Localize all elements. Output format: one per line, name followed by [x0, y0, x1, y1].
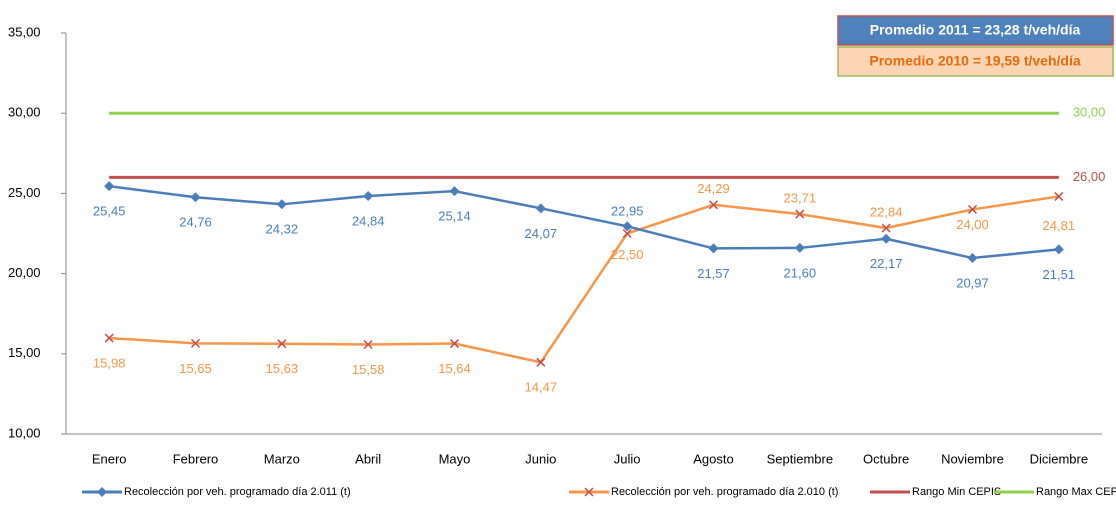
data-label: 15,58 [352, 362, 385, 377]
data-label: 22,95 [611, 204, 644, 219]
data-label: 22,50 [611, 247, 644, 262]
data-label: 22,17 [870, 256, 903, 271]
data-label: 24,29 [697, 181, 730, 196]
data-label: 23,71 [784, 191, 817, 206]
series-line [109, 195, 1060, 364]
marker [1054, 191, 1064, 201]
data-label: 15,64 [438, 361, 471, 376]
data-label: 24,84 [352, 213, 385, 228]
x-tick-label: Diciembre [1030, 451, 1089, 466]
x-tick-label: Junio [525, 451, 556, 466]
marker [622, 228, 632, 239]
data-label: 22,84 [870, 204, 903, 219]
marker [363, 190, 374, 201]
y-tick-label: 25,00 [8, 185, 41, 200]
data-label: 14,47 [525, 380, 558, 395]
legend-label: Rango Min CEPIS [912, 486, 1001, 498]
data-label: 24,81 [1043, 218, 1076, 233]
series-line [109, 184, 1059, 260]
y-tick-label: 15,00 [8, 345, 41, 360]
x-tick-label: Agosto [693, 451, 733, 466]
legend-marker [97, 487, 107, 497]
marker [449, 186, 460, 197]
legend-label: Rango Max CEPIS [1036, 486, 1116, 498]
marker [881, 233, 892, 244]
x-tick-label: Noviembre [941, 451, 1004, 466]
data-label: 30,00 [1073, 105, 1106, 120]
data-label: 21,57 [697, 266, 730, 281]
data-label: 15,98 [93, 356, 126, 371]
data-label: 25,14 [438, 209, 471, 224]
marker [190, 338, 201, 348]
data-label: 21,60 [784, 265, 817, 280]
marker [535, 203, 546, 214]
legend-marker [584, 487, 594, 497]
data-label: 24,76 [179, 215, 212, 230]
marker [277, 339, 287, 349]
x-tick-label: Mayo [439, 451, 471, 466]
data-label: 21,51 [1043, 267, 1076, 282]
marker [622, 221, 633, 232]
data-label: 24,32 [266, 222, 299, 237]
annotation-box [837, 15, 1114, 46]
data-label: 15,63 [266, 361, 299, 376]
data-label: 24,07 [525, 226, 558, 241]
data-label: 26,00 [1073, 169, 1106, 184]
marker [449, 339, 460, 349]
x-tick-label: Julio [614, 451, 641, 466]
data-label: 20,97 [956, 275, 989, 290]
marker [536, 357, 546, 367]
marker [104, 333, 114, 343]
y-tick-label: 10,00 [8, 425, 41, 440]
marker [363, 339, 373, 350]
marker [881, 223, 891, 233]
marker [794, 242, 805, 253]
marker [1053, 244, 1064, 255]
marker [190, 192, 201, 203]
marker [795, 209, 805, 219]
annotation: Promedio 2011 = 23,28 t/veh/día [870, 22, 1081, 38]
x-tick-label: Octubre [863, 451, 909, 466]
y-tick-label: 35,00 [8, 24, 41, 39]
marker [708, 200, 719, 210]
legend-label: Recolección por veh. programado día 2.01… [124, 486, 351, 498]
annotation: Promedio 2010 = 19,59 t/veh/día [869, 53, 1080, 69]
data-label: 15,65 [179, 361, 212, 376]
marker [967, 204, 978, 214]
x-tick-label: Enero [92, 451, 127, 466]
marker [708, 243, 719, 254]
y-tick-label: 30,00 [8, 105, 41, 120]
x-tick-label: Septiembre [767, 451, 833, 466]
marker [104, 181, 115, 192]
marker [967, 253, 978, 264]
marker [276, 199, 287, 210]
y-tick-label: 20,00 [8, 265, 41, 280]
x-tick-label: Marzo [264, 451, 300, 466]
x-tick-label: Febrero [173, 451, 219, 466]
data-label: 25,45 [93, 204, 126, 219]
legend-label: Recolección por veh. programado día 2.01… [611, 486, 838, 498]
data-label: 24,00 [956, 217, 989, 232]
x-tick-label: Abril [355, 451, 381, 466]
annotation-box [837, 46, 1114, 77]
